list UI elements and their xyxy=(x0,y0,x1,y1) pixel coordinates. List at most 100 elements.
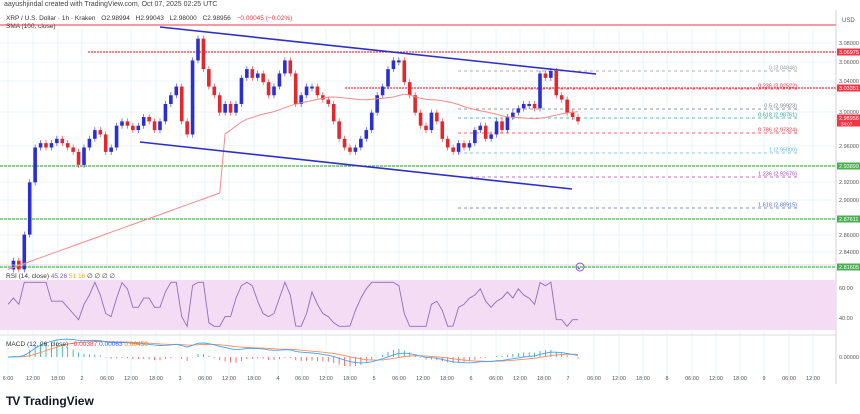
svg-text:2.86000: 2.86000 xyxy=(839,233,859,239)
chart-credit: aayushjindal created with TradingView.co… xyxy=(4,1,218,8)
svg-text:34:07: 34:07 xyxy=(841,122,853,127)
channel-lower xyxy=(139,141,573,190)
svg-text:18:00: 18:00 xyxy=(247,376,261,382)
rsi-ma-value: 51.16 xyxy=(68,273,86,280)
svg-text:1.618 (2.88915): 1.618 (2.88915) xyxy=(758,203,797,209)
svg-text:▸: ▸ xyxy=(578,266,581,272)
svg-text:1.236 (2.92676): 1.236 (2.92676) xyxy=(758,172,797,178)
svg-text:12:00: 12:00 xyxy=(709,376,723,382)
tradingview-logo-icon: TV xyxy=(6,394,20,408)
svg-text:3.00000: 3.00000 xyxy=(839,110,859,116)
svg-text:06:00: 06:00 xyxy=(685,376,699,382)
sma-legend[interactable]: SMA (100, close) xyxy=(6,23,56,30)
tradingview-footer: TV TradingView xyxy=(6,394,94,408)
ohlc-change: −0.00045 (−0.02%) xyxy=(236,15,293,22)
grid-lines xyxy=(0,28,836,384)
rsi-line xyxy=(7,281,578,328)
svg-text:3.08000: 3.08000 xyxy=(839,41,859,47)
svg-text:9: 9 xyxy=(762,376,765,382)
channel-upper xyxy=(159,26,597,75)
svg-text:0.786 (2.97324): 0.786 (2.97324) xyxy=(758,128,797,134)
svg-text:2.98956: 2.98956 xyxy=(839,116,859,122)
svg-text:3.04000: 3.04000 xyxy=(839,79,859,85)
time-axis: 6:00 12:00 18:00 2 06:00 12:00 18:00 3 06:00 12:0… xyxy=(3,376,820,382)
svg-text:12:00: 12:00 xyxy=(612,376,626,382)
tradingview-brand: TradingView xyxy=(23,394,94,408)
replay-marker-icon xyxy=(575,262,585,272)
svg-text:0 (3.04846): 0 (3.04846) xyxy=(769,66,797,72)
svg-text:2.93899: 2.93899 xyxy=(839,164,859,170)
svg-text:3.06000: 3.06000 xyxy=(839,60,859,66)
ohlc-high: H2.99043 xyxy=(135,15,164,22)
svg-text:60.00: 60.00 xyxy=(839,286,853,292)
svg-text:3.06975: 3.06975 xyxy=(839,50,859,56)
svg-text:06:00: 06:00 xyxy=(100,376,114,382)
svg-text:18:00: 18:00 xyxy=(636,376,650,382)
svg-text:12:00: 12:00 xyxy=(222,376,236,382)
ohlc-close: C2.98956 xyxy=(202,15,231,22)
svg-text:4: 4 xyxy=(276,376,279,382)
svg-text:06:00: 06:00 xyxy=(198,376,212,382)
macd-label: MACD (12, 26, close) xyxy=(6,341,69,348)
svg-text:2.92000: 2.92000 xyxy=(839,180,859,186)
macd-legend[interactable]: MACD (12, 26, close) −0.00387 0.00063 0.… xyxy=(6,341,148,348)
svg-text:7: 7 xyxy=(566,376,569,382)
svg-text:06:00: 06:00 xyxy=(587,376,601,382)
svg-text:1 (2.95000): 1 (2.95000) xyxy=(769,148,797,154)
macd-histogram xyxy=(13,341,579,367)
ohlc-open: O2.98994 xyxy=(101,15,130,22)
svg-text:0.618 (2.98761): 0.618 (2.98761) xyxy=(758,113,797,119)
svg-text:12:00: 12:00 xyxy=(26,376,40,382)
svg-text:5: 5 xyxy=(372,376,375,382)
symbol-legend: XRP / U.S. Dollar · 1h · Kraken O2.98994… xyxy=(6,15,296,22)
svg-text:12:00: 12:00 xyxy=(806,376,820,382)
svg-text:0.236 (3.02522): 0.236 (3.02522) xyxy=(758,84,797,90)
price-axis: USD 3.08000 3.06000 3.04000 3.00000 2.96000 2.… xyxy=(837,18,860,361)
rsi-value: 45.26 xyxy=(50,273,68,280)
svg-text:2.87611: 2.87611 xyxy=(839,217,858,223)
svg-text:2.81605: 2.81605 xyxy=(839,265,859,271)
svg-text:2: 2 xyxy=(80,376,83,382)
svg-text:06:00: 06:00 xyxy=(782,376,796,382)
svg-text:2.84000: 2.84000 xyxy=(839,250,859,256)
svg-text:3: 3 xyxy=(178,376,181,382)
svg-text:18:00: 18:00 xyxy=(51,376,65,382)
rsi-band xyxy=(0,280,836,330)
rsi-extra: ∅ ∅ ∅ ∅ xyxy=(87,273,116,280)
svg-text:06:00: 06:00 xyxy=(295,376,309,382)
macd-signal-value: 0.00450 xyxy=(124,341,148,348)
svg-text:12:00: 12:00 xyxy=(513,376,527,382)
svg-text:3.03351: 3.03351 xyxy=(839,86,859,92)
rsi-label: RSI (14, close) xyxy=(6,273,49,280)
svg-text:18:00: 18:00 xyxy=(440,376,454,382)
svg-text:6:00: 6:00 xyxy=(3,376,14,382)
horizontal-levels xyxy=(0,24,836,268)
svg-text:6: 6 xyxy=(469,376,472,382)
candlesticks xyxy=(11,35,580,273)
svg-text:2.90000: 2.90000 xyxy=(839,198,859,204)
svg-text:8: 8 xyxy=(665,376,668,382)
rsi-legend[interactable]: RSI (14, close) 45.26 51.16 ∅ ∅ ∅ ∅ xyxy=(6,272,115,280)
ohlc-low: L2.98000 xyxy=(169,15,197,22)
svg-text:06:00: 06:00 xyxy=(392,376,406,382)
svg-text:USD: USD xyxy=(842,18,855,24)
svg-text:18:00: 18:00 xyxy=(537,376,551,382)
svg-text:40.00: 40.00 xyxy=(839,316,853,322)
svg-text:12:00: 12:00 xyxy=(416,376,430,382)
svg-text:18:00: 18:00 xyxy=(149,376,163,382)
svg-text:0.00000: 0.00000 xyxy=(839,355,859,361)
svg-text:2.96000: 2.96000 xyxy=(839,144,859,150)
macd-value: 0.00063 xyxy=(99,341,123,348)
svg-text:12:00: 12:00 xyxy=(319,376,333,382)
symbol-name[interactable]: XRP / U.S. Dollar · 1h · Kraken xyxy=(6,15,96,22)
macd-hist-value: −0.00387 xyxy=(69,341,98,348)
svg-text:12:00: 12:00 xyxy=(124,376,138,382)
sma-line xyxy=(7,93,579,270)
svg-text:18:00: 18:00 xyxy=(343,376,357,382)
svg-text:06:00: 06:00 xyxy=(489,376,503,382)
svg-text:0.5 (2.99923): 0.5 (2.99923) xyxy=(764,104,797,110)
macd-line xyxy=(7,338,579,364)
svg-text:18:00: 18:00 xyxy=(733,376,747,382)
fibonacci-levels: 0 (3.04846) 0.236 (3.02522) 0.5 (2.99923) 0… xyxy=(458,66,800,209)
